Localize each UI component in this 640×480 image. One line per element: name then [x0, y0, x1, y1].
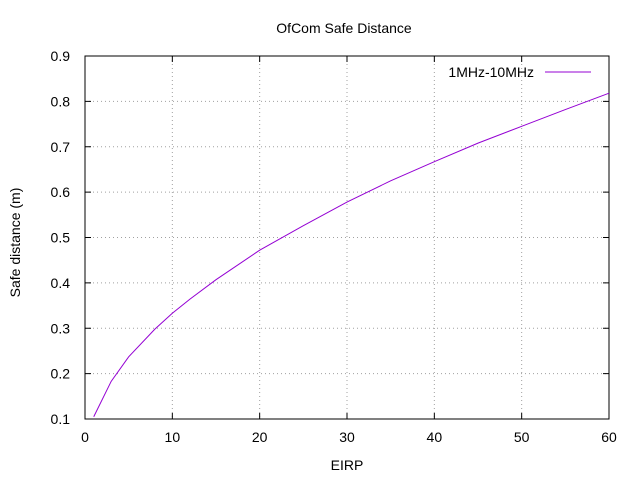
y-tick-label: 0.6	[51, 184, 71, 200]
y-axis-label: Safe distance (m)	[7, 188, 23, 298]
x-tick-label: 20	[252, 429, 268, 445]
legend: 1MHz-10MHz	[448, 64, 591, 80]
legend-label: 1MHz-10MHz	[448, 64, 534, 80]
x-tick-label: 0	[81, 429, 89, 445]
x-axis-label: EIRP	[331, 457, 364, 473]
y-tick-label: 0.9	[51, 48, 71, 64]
x-tick-label: 50	[514, 429, 530, 445]
y-tick-label: 0.3	[51, 320, 71, 336]
chart-title: OfCom Safe Distance	[276, 20, 412, 36]
x-tick-label: 40	[427, 429, 443, 445]
x-tick-label: 10	[165, 429, 181, 445]
x-tick-label: 60	[601, 429, 617, 445]
grid-lines	[85, 56, 609, 419]
series-lines	[93, 92, 610, 417]
axis-ticks: 0 10 20 30 40 50 60 0.1 0.2 0.3 0.4 0.5 0.6 0.7 0.8 0.9	[51, 48, 617, 445]
y-tick-label: 0.4	[51, 275, 71, 291]
x-tick-label: 30	[339, 429, 355, 445]
y-tick-label: 0.2	[51, 366, 71, 382]
y-tick-label: 0.5	[51, 230, 71, 246]
series-line	[93, 92, 610, 417]
y-tick-label: 0.8	[51, 93, 71, 109]
y-tick-label: 0.7	[51, 139, 71, 155]
y-tick-label: 0.1	[51, 411, 71, 427]
